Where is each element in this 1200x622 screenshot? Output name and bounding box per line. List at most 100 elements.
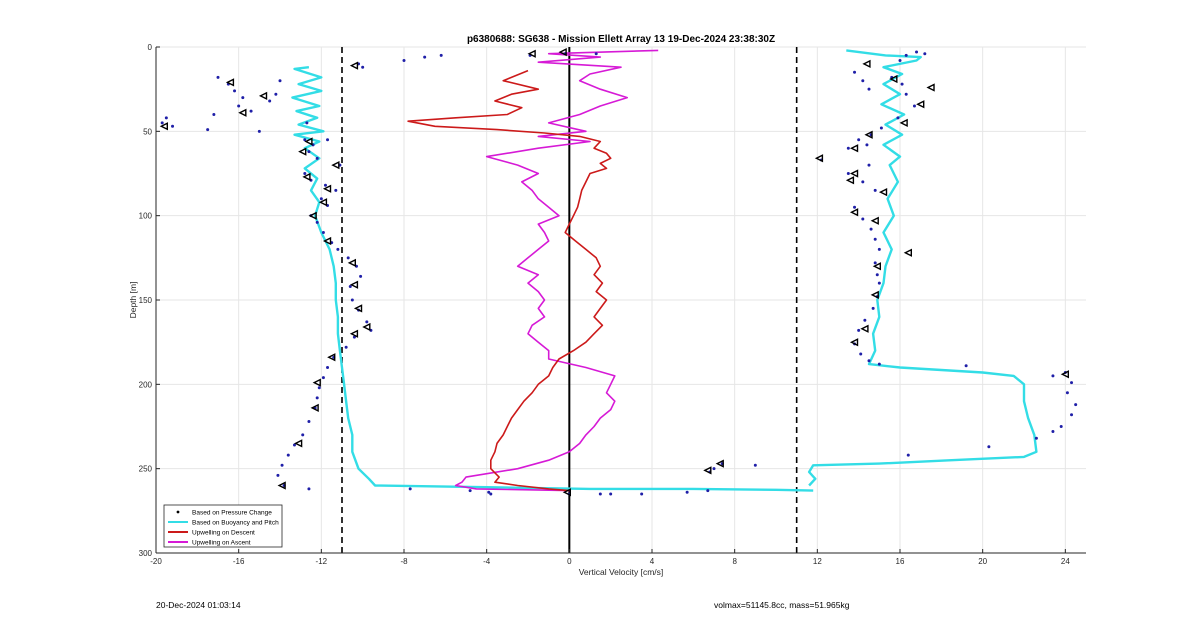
pressure-change-point [350, 298, 354, 302]
triangle-marker [860, 324, 869, 333]
pressure-change-point [706, 489, 710, 493]
pressure-change-point [171, 124, 175, 128]
pressure-change-point [274, 92, 278, 96]
pressure-change-point [861, 180, 865, 184]
pressure-change-point [489, 492, 493, 496]
pressure-change-point [1059, 425, 1063, 428]
pressure-change-point [321, 376, 325, 380]
x-tick-label: 16 [896, 557, 905, 566]
pressure-change-point [361, 65, 365, 69]
pressure-change-point [861, 79, 865, 83]
pressure-change-point [877, 281, 881, 285]
pressure-change-point [326, 138, 330, 142]
x-tick-label: 20 [978, 557, 987, 566]
triangle-marker [349, 61, 359, 70]
series-line-upwelling-descent [407, 69, 612, 492]
pressure-change-point [365, 320, 369, 324]
pressure-change-point [286, 453, 290, 457]
triangle-marker [878, 187, 888, 197]
triangle-marker [362, 322, 371, 332]
pressure-change-point [305, 121, 309, 125]
pressure-change-point [609, 492, 613, 496]
legend: Based on Pressure Change Based on Buoyanc… [163, 504, 283, 548]
y-axis-label: Depth [m] [128, 282, 138, 319]
triangle-marker [715, 459, 724, 468]
triangle-marker [322, 236, 332, 246]
triangle-marker [331, 160, 340, 170]
pressure-change-point [276, 473, 280, 477]
triangle-marker [562, 488, 571, 497]
pressure-change-point [875, 273, 879, 277]
pressure-change-point [402, 58, 406, 62]
pressure-change-point [846, 172, 850, 175]
pressure-change-point [685, 490, 689, 494]
pressure-change-point [359, 274, 363, 278]
pressure-change-point [877, 362, 881, 366]
y-tick-label: 100 [139, 212, 153, 221]
y-tick-label: 50 [143, 127, 152, 136]
pressure-change-point [216, 75, 220, 79]
pressure-change-point [898, 58, 902, 62]
triangle-marker [225, 78, 235, 87]
pressure-change-point [867, 163, 871, 167]
triangle-marker [889, 74, 898, 84]
pressure-change-point [863, 318, 867, 322]
triangle-marker [903, 248, 912, 257]
triangle-marker [159, 122, 169, 131]
triangle-marker [349, 329, 359, 338]
x-tick-label: 24 [1061, 557, 1070, 566]
pressure-change-point [1051, 374, 1055, 378]
x-tick-label: 0 [567, 557, 572, 566]
pressure-change-point [164, 116, 168, 120]
pressure-change-point [423, 55, 427, 59]
legend-swatch-point [176, 510, 180, 514]
x-axis-label: Vertical Velocity [cm/s] [579, 567, 664, 577]
pressure-change-point [861, 217, 865, 221]
chart-title: p6380688: SG638 - Mission Ellett Array 1… [467, 34, 775, 45]
triangle-marker [312, 378, 321, 387]
pressure-change-point [1070, 413, 1074, 417]
triangle-marker [862, 59, 871, 69]
triangle-marker [310, 403, 319, 413]
pressure-change-point [336, 247, 340, 251]
pressure-change-point [912, 104, 916, 108]
pressure-change-point [268, 99, 272, 103]
pressure-change-point [319, 197, 323, 201]
triangle-marker [294, 439, 303, 448]
series-line-buoyancy-ascent [807, 49, 1038, 487]
triangle-marker [916, 100, 925, 109]
pressure-change-point [853, 70, 857, 74]
x-tick-label: -16 [233, 557, 245, 566]
pressure-change-point [853, 205, 857, 209]
pressure-change-point [1074, 403, 1078, 407]
plot-content [159, 47, 1078, 553]
footer-timestamp: 20-Dec-2024 01:03:14 [156, 600, 241, 610]
pressure-change-point [307, 419, 311, 423]
pressure-change-point [915, 50, 919, 54]
triangle-marker [814, 154, 824, 163]
x-tick-label: -4 [483, 557, 491, 566]
pressure-change-point [323, 183, 327, 187]
footer-volmax-mass: volmax=51145.8cc, mass=51.965kg [714, 600, 850, 610]
legend-label: Based on Pressure Change [192, 509, 272, 516]
triangle-marker [318, 198, 328, 207]
pressure-change-point [873, 237, 877, 241]
triangle-marker [298, 147, 307, 156]
triangle-marker [899, 118, 908, 128]
pressure-change-point [867, 359, 871, 363]
triangle-marker [845, 176, 855, 185]
pressure-change-point [241, 96, 245, 100]
pressure-change-point [315, 220, 319, 224]
pressure-change-point [303, 138, 307, 142]
triangle-marker [849, 169, 859, 178]
triangle-marker [849, 338, 859, 347]
pressure-change-point [873, 188, 877, 192]
y-tick-label: 150 [139, 296, 153, 305]
pressure-change-point [873, 261, 877, 265]
y-tick-label: 0 [148, 43, 153, 52]
pressure-change-point [326, 365, 330, 369]
pressure-change-point [879, 126, 883, 130]
pressure-change-point [877, 247, 881, 251]
pressure-change-point [233, 89, 237, 93]
